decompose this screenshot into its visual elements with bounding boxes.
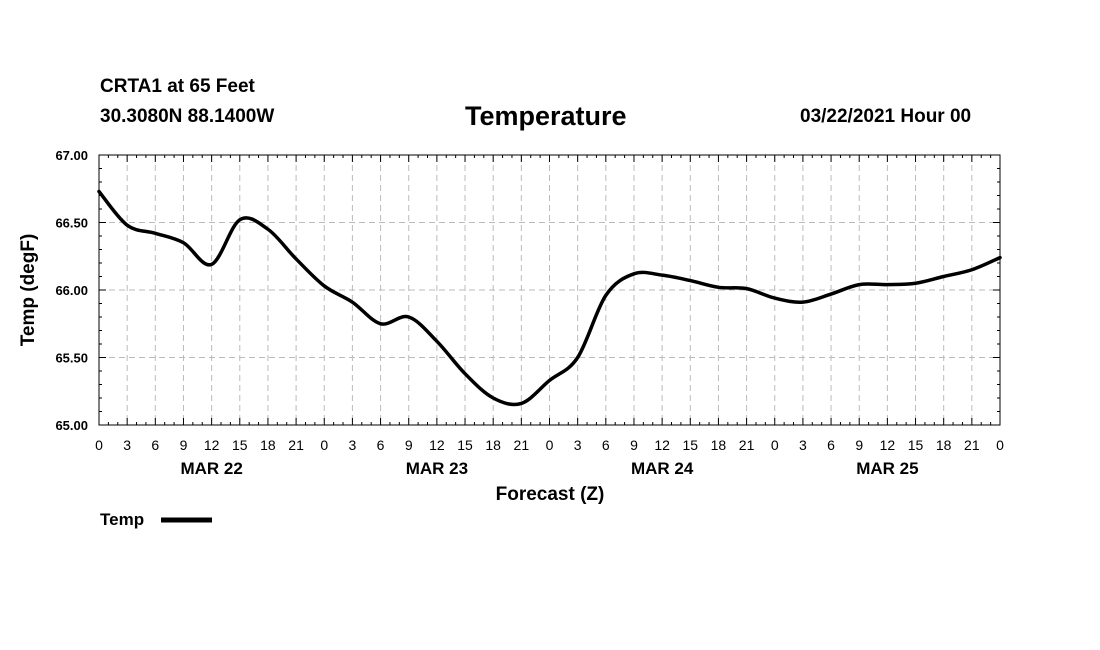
- x-axis-title: Forecast (Z): [496, 484, 605, 505]
- x-tick-label: 18: [485, 437, 501, 453]
- x-tick-label: 6: [827, 437, 835, 453]
- series-group: [97, 189, 1002, 407]
- y-tick-label: 67.00: [55, 148, 88, 163]
- x-tick-label: 12: [204, 437, 220, 453]
- x-tick-label: 9: [180, 437, 188, 453]
- forecast-date-label: 03/22/2021 Hour 00: [800, 106, 972, 127]
- x-tick-label: 9: [630, 437, 638, 453]
- temp-series-line: [97, 189, 1002, 407]
- y-tick-labels: 65.00 65.50 66.00 66.50 67.00: [55, 148, 88, 433]
- x-tick-label: 21: [288, 437, 304, 453]
- x-tick-labels: 0 3 6 9 12 15 18 21 0 3 6 9 12 15 18 21 0 3 6 9 12 15 18 21 0 3 6 9…: [95, 437, 1004, 453]
- x-tick-label: 0: [996, 437, 1004, 453]
- coordinates-label: 30.3080N 88.1400W: [100, 106, 275, 127]
- x-tick-label: 12: [654, 437, 670, 453]
- station-label: CRTA1 at 65 Feet: [100, 76, 255, 97]
- x-tick-label: 12: [880, 437, 896, 453]
- x-tick-label: 0: [546, 437, 554, 453]
- legend-label: Temp: [100, 510, 144, 529]
- x-tick-label: 6: [377, 437, 385, 453]
- day-label: MAR 25: [856, 459, 918, 478]
- x-tick-label: 21: [514, 437, 530, 453]
- day-label: MAR 23: [406, 459, 468, 478]
- y-tick-label: 66.50: [55, 216, 88, 231]
- x-tick-label: 15: [232, 437, 248, 453]
- x-tick-label: 15: [908, 437, 924, 453]
- x-tick-label: 3: [799, 437, 807, 453]
- x-tick-label: 18: [936, 437, 952, 453]
- y-tick-label: 65.50: [55, 351, 88, 366]
- x-tick-label: 15: [457, 437, 473, 453]
- x-tick-label: 21: [739, 437, 755, 453]
- x-tick-label: 15: [682, 437, 698, 453]
- day-labels: MAR 22 MAR 23 MAR 24 MAR 25: [180, 459, 918, 478]
- y-tick-label: 65.00: [55, 418, 88, 433]
- y-tick-label: 66.00: [55, 283, 88, 298]
- x-tick-label: 3: [349, 437, 357, 453]
- legend: Temp: [100, 510, 212, 529]
- x-tick-label: 6: [602, 437, 610, 453]
- day-label: MAR 22: [180, 459, 242, 478]
- x-tick-label: 9: [855, 437, 863, 453]
- x-tick-label: 0: [95, 437, 103, 453]
- x-tick-label: 18: [260, 437, 276, 453]
- plot-frame: [98, 154, 1001, 426]
- x-tick-label: 21: [964, 437, 980, 453]
- chart-title: Temperature: [465, 101, 627, 131]
- x-tick-label: 0: [320, 437, 328, 453]
- x-tick-label: 3: [123, 437, 131, 453]
- x-tick-label: 9: [405, 437, 413, 453]
- y-axis-title: Temp (degF): [18, 234, 39, 347]
- x-tick-label: 18: [711, 437, 727, 453]
- x-tick-label: 0: [771, 437, 779, 453]
- x-tick-label: 3: [574, 437, 582, 453]
- x-tick-label: 12: [429, 437, 445, 453]
- x-tick-label: 6: [151, 437, 159, 453]
- grid-lines: [99, 155, 1000, 425]
- day-label: MAR 24: [631, 459, 694, 478]
